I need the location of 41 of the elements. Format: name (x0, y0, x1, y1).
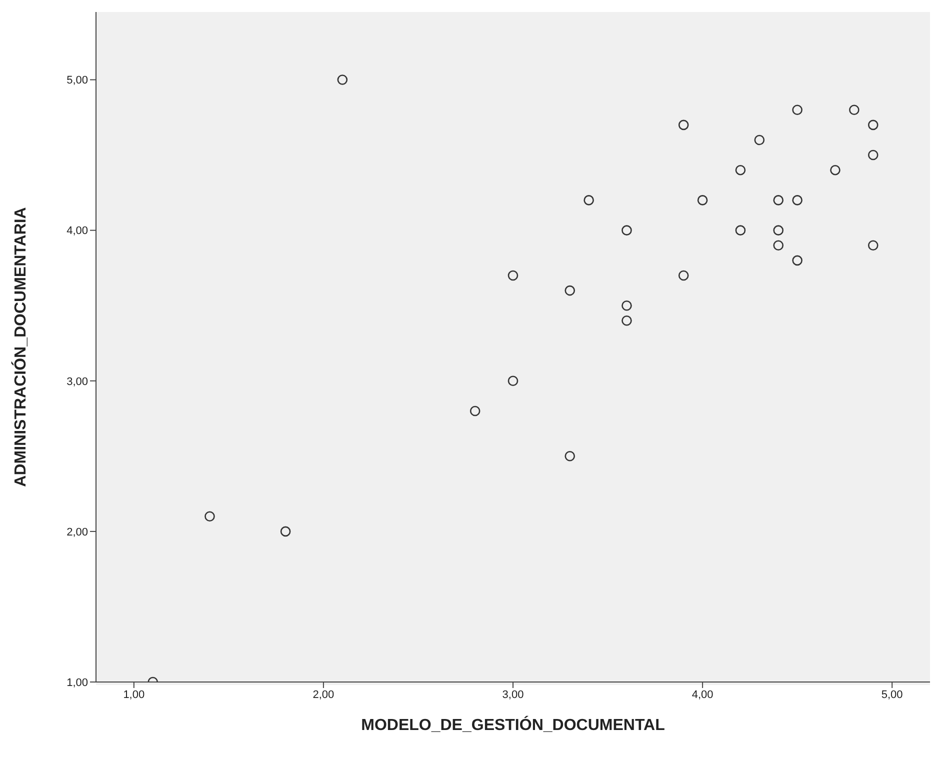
point (622, 300, 632, 311)
point (773, 195, 784, 206)
point (868, 120, 878, 130)
point (470, 406, 480, 416)
point (773, 240, 784, 251)
point (792, 104, 802, 116)
y-axis-title: ADMINISTRACIÓN_DOCUMENTARIA (10, 206, 30, 487)
y-tick-label: 1,00 (66, 676, 88, 689)
x-tick-label: 2,00 (312, 688, 334, 701)
x-tick-label: 3,00 (502, 688, 524, 701)
y-tick-label: 2,00 (66, 526, 88, 538)
point (280, 526, 291, 537)
x-tick-label: 4,00 (692, 688, 714, 701)
y-tick-label: 5,00 (66, 74, 88, 87)
point (678, 270, 689, 281)
y-tick-label: 4,00 (66, 225, 88, 238)
point (735, 164, 746, 176)
point (204, 511, 215, 522)
x-axis-title: MODELO_DE_GESTIÓN_DOCUMENTAL (361, 715, 666, 734)
point (584, 195, 594, 206)
point (564, 451, 576, 462)
point (830, 164, 840, 176)
point (622, 225, 632, 236)
point (792, 255, 802, 266)
x-tick-label: 1,00 (123, 688, 145, 701)
point (337, 74, 348, 85)
point (773, 225, 784, 236)
point (678, 120, 689, 130)
point (868, 150, 878, 160)
point (849, 104, 860, 116)
point (735, 225, 746, 236)
point (508, 376, 518, 386)
point (508, 270, 518, 281)
point (868, 240, 878, 251)
point (792, 195, 802, 206)
y-tick-label: 3,00 (66, 376, 88, 388)
x-tick-label: 5,00 (881, 688, 903, 701)
point (697, 195, 708, 206)
point (754, 134, 765, 146)
point (622, 316, 632, 326)
point (564, 285, 576, 296)
